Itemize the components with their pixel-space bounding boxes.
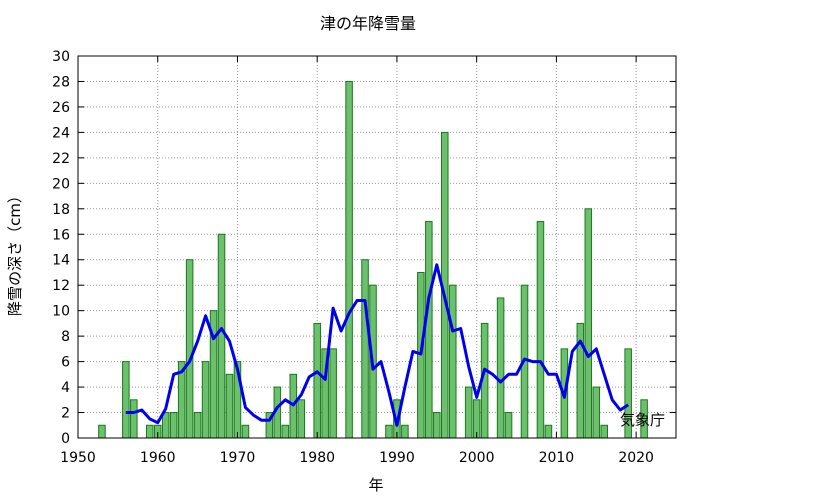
bar <box>592 386 601 439</box>
x-tick-labels: 1950 1960 1970 1980 1990 2000 2010 2020 <box>60 450 654 466</box>
bar <box>193 412 202 439</box>
axis-ticks <box>77 55 676 439</box>
x-tick-label: 1990 <box>379 450 415 466</box>
bar <box>185 259 194 439</box>
bar <box>241 424 250 439</box>
bar <box>544 424 553 439</box>
y-tick-label: 4 <box>61 380 70 396</box>
moving-average-series <box>125 263 630 427</box>
y-tick-label: 14 <box>52 253 70 269</box>
bar <box>201 361 210 439</box>
y-tick-label: 10 <box>52 304 70 320</box>
y-tick-label: 16 <box>52 227 70 243</box>
y-tick-label: 18 <box>52 202 70 218</box>
bar <box>584 208 593 439</box>
y-tick-label: 8 <box>61 329 70 345</box>
bar <box>161 412 170 439</box>
bar <box>496 297 505 439</box>
x-tick-label: 1950 <box>60 450 96 466</box>
y-tick-label: 6 <box>61 355 70 371</box>
y-tick-label: 0 <box>61 431 70 447</box>
series-line <box>125 263 630 427</box>
bar <box>313 322 321 439</box>
x-tick-label: 2000 <box>459 450 495 466</box>
y-tick-label: 2 <box>61 406 70 422</box>
bar <box>448 284 457 439</box>
bar <box>361 259 369 439</box>
bar <box>145 424 154 439</box>
x-tick-label: 2010 <box>539 450 575 466</box>
bar <box>169 412 178 439</box>
bar <box>98 424 106 439</box>
bar <box>329 348 337 439</box>
bar <box>297 399 306 439</box>
bar <box>504 412 513 439</box>
y-axis-label: 降雪の深さ（cm） <box>6 188 24 316</box>
x-tick-label: 2020 <box>618 450 654 466</box>
y-tick-label: 28 <box>52 74 70 90</box>
bar <box>122 361 130 439</box>
y-tick-label: 12 <box>52 278 70 294</box>
y-tick-label: 24 <box>52 125 70 141</box>
y-tick-label: 26 <box>52 100 70 116</box>
bar <box>425 221 433 439</box>
bar <box>401 424 409 439</box>
bar <box>225 373 234 439</box>
bar <box>536 221 545 439</box>
bar <box>385 424 393 439</box>
plot-frame <box>77 55 677 439</box>
source-credit: 気象庁 <box>620 411 665 429</box>
bar <box>217 233 226 439</box>
bar <box>345 80 353 439</box>
y-tick-label: 30 <box>52 49 70 65</box>
x-tick-label: 1980 <box>299 450 335 466</box>
y-tick-label: 22 <box>52 151 70 167</box>
bar <box>464 386 473 439</box>
x-axis-label: 年 <box>368 476 383 494</box>
chart-title: 津の年降雪量 <box>320 14 416 33</box>
x-tick-label: 1960 <box>140 450 176 466</box>
bar <box>281 424 290 439</box>
bar <box>130 399 138 439</box>
y-tick-label: 20 <box>52 176 70 192</box>
bar <box>433 412 441 439</box>
x-tick-label: 1970 <box>220 450 256 466</box>
bar <box>600 424 609 439</box>
